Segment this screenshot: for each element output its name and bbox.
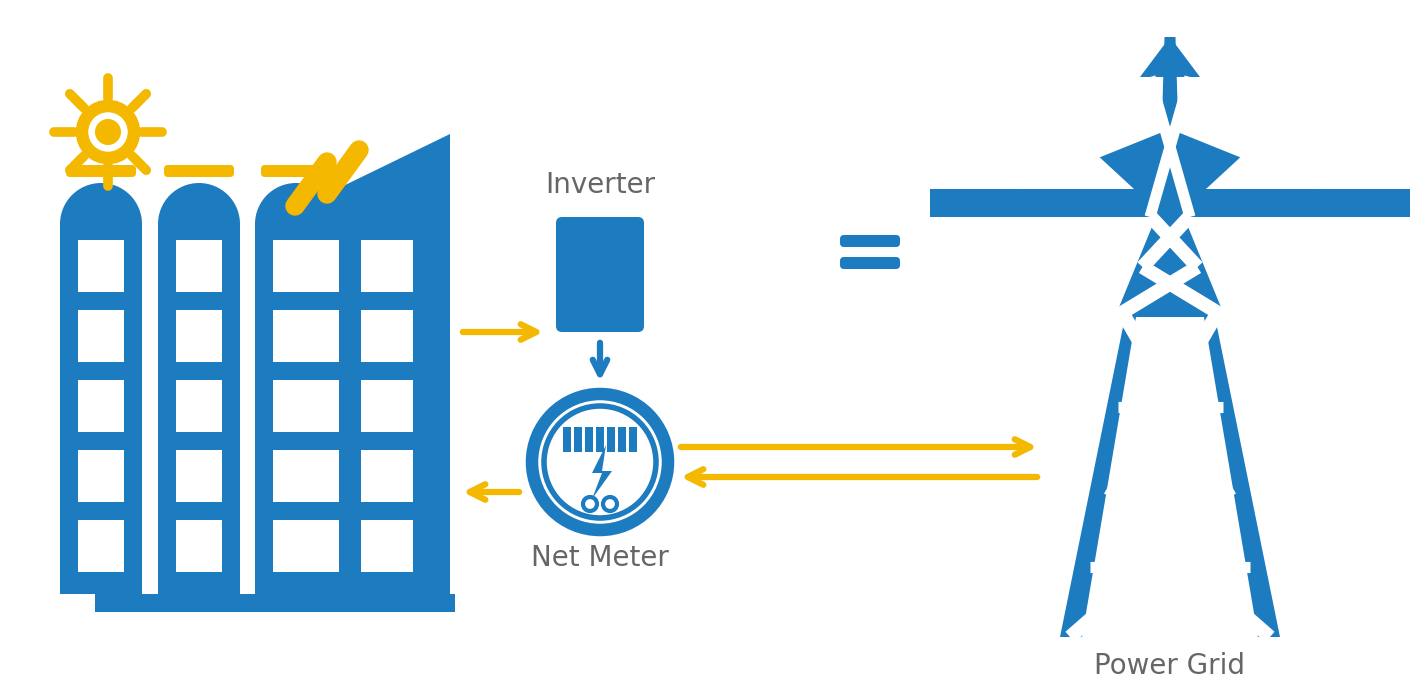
Bar [79,310,124,362]
FancyBboxPatch shape [261,165,331,177]
Bar [628,427,637,452]
Bar [287,380,338,432]
Bar [79,450,124,502]
Bar [287,520,338,572]
Bar [618,427,625,452]
Circle shape [533,394,668,530]
Bar [96,594,456,612]
Polygon shape [1021,138,1134,189]
FancyBboxPatch shape [840,257,900,269]
Bar [266,224,450,594]
Bar [563,427,571,452]
Bar [159,224,240,594]
Polygon shape [593,445,613,499]
Bar [607,427,615,452]
Circle shape [583,497,597,511]
Circle shape [96,119,121,145]
Bar [256,224,337,594]
Polygon shape [1207,138,1319,189]
Bar [79,240,124,292]
Text: Inverter: Inverter [545,171,655,199]
Bar [176,310,221,362]
Bar [79,380,124,432]
Bar [79,520,124,572]
Bar [176,450,221,502]
Bar [176,380,221,432]
Bar [361,310,413,362]
Bar [361,240,413,292]
Bar [273,310,318,362]
Bar [273,450,318,502]
Bar [176,520,221,572]
Polygon shape [1021,129,1319,189]
Polygon shape [1160,37,1181,217]
Polygon shape [1140,37,1200,77]
Text: Power Grid: Power Grid [1094,652,1245,680]
FancyBboxPatch shape [840,235,900,247]
Polygon shape [1060,317,1137,637]
Bar [273,520,318,572]
Circle shape [60,183,141,265]
Polygon shape [1115,217,1225,317]
Bar [60,224,141,594]
FancyBboxPatch shape [66,165,136,177]
Circle shape [544,406,655,518]
Circle shape [603,497,617,511]
Bar [585,427,593,452]
Bar [176,240,221,292]
Circle shape [159,183,240,265]
Bar [287,240,338,292]
Bar [361,450,413,502]
Bar [574,427,583,452]
Bar [361,520,413,572]
Polygon shape [266,134,450,224]
Bar [595,427,604,452]
Polygon shape [930,189,1409,217]
Bar [361,380,413,432]
Bar [273,240,318,292]
FancyBboxPatch shape [164,165,234,177]
FancyBboxPatch shape [555,217,644,332]
Bar [287,450,338,502]
Polygon shape [1204,317,1279,637]
Bar [273,380,318,432]
Text: Net Meter: Net Meter [531,544,668,572]
Circle shape [256,183,337,265]
Bar [287,310,338,362]
